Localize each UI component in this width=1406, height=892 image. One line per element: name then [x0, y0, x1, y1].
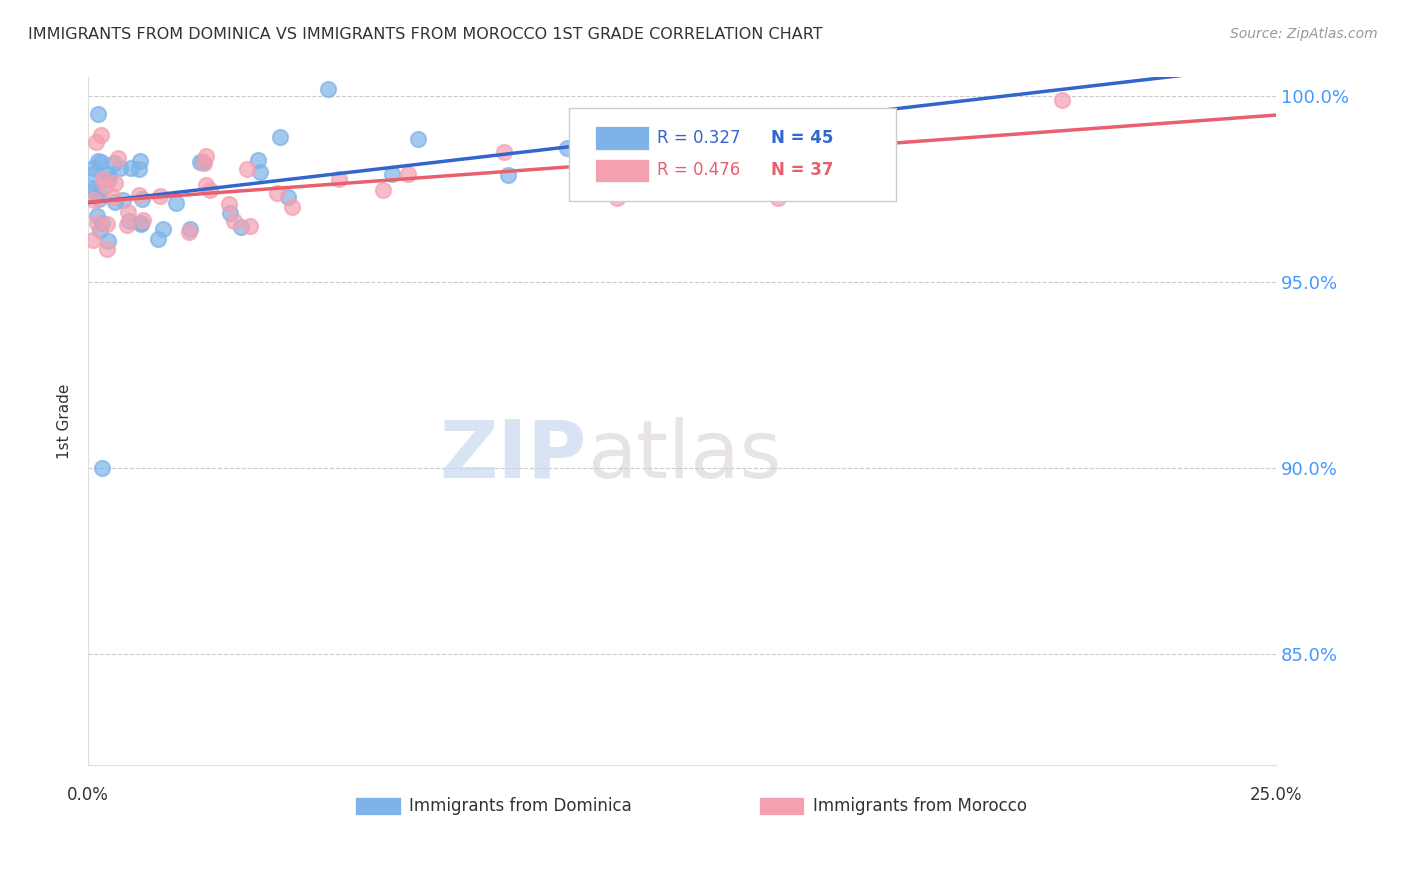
Point	[1050, 93, 1073, 107]
Point	[269, 130, 291, 145]
Point	[87, 154, 110, 169]
Text: R = 0.476: R = 0.476	[657, 161, 741, 179]
Point	[328, 172, 350, 186]
Point	[82, 184, 104, 198]
Point	[91, 172, 114, 186]
Point	[193, 155, 215, 169]
Text: ZIP: ZIP	[440, 417, 588, 495]
Point	[110, 161, 132, 176]
Point	[111, 193, 134, 207]
Point	[82, 161, 104, 176]
Point	[149, 189, 172, 203]
Point	[97, 234, 120, 248]
Bar	[356, 797, 401, 814]
Point	[118, 214, 141, 228]
Point	[266, 186, 288, 200]
Point	[89, 186, 111, 200]
Point	[87, 107, 110, 121]
Point	[115, 218, 138, 232]
Point	[371, 183, 394, 197]
Point	[97, 171, 120, 186]
Bar	[595, 159, 648, 182]
Point	[129, 216, 152, 230]
Point	[766, 191, 789, 205]
Text: R = 0.327: R = 0.327	[657, 129, 741, 147]
Point	[104, 176, 127, 190]
FancyBboxPatch shape	[569, 109, 896, 202]
Text: 25.0%: 25.0%	[1250, 786, 1302, 804]
Text: IMMIGRANTS FROM DOMINICA VS IMMIGRANTS FROM MOROCCO 1ST GRADE CORRELATION CHART: IMMIGRANTS FROM DOMINICA VS IMMIGRANTS F…	[28, 27, 823, 42]
Point	[103, 156, 125, 170]
Point	[198, 182, 221, 196]
Point	[246, 153, 269, 167]
Point	[128, 161, 150, 176]
Point	[381, 167, 404, 181]
Point	[131, 217, 153, 231]
Y-axis label: 1st Grade: 1st Grade	[58, 384, 72, 458]
Point	[104, 195, 127, 210]
Text: 0.0%: 0.0%	[67, 786, 110, 804]
Point	[90, 216, 112, 230]
Point	[218, 197, 240, 211]
Point	[83, 193, 105, 207]
Point	[231, 220, 253, 235]
Point	[128, 187, 150, 202]
Point	[249, 165, 271, 179]
Point	[148, 232, 170, 246]
Point	[396, 167, 419, 181]
Point	[191, 155, 214, 169]
Point	[96, 218, 118, 232]
Point	[606, 191, 628, 205]
Point	[179, 222, 201, 236]
Point	[97, 167, 120, 181]
Point	[94, 179, 117, 194]
Point	[555, 141, 578, 155]
Point	[87, 192, 110, 206]
Point	[238, 219, 260, 233]
Text: atlas: atlas	[588, 417, 782, 495]
Text: Immigrants from Morocco: Immigrants from Morocco	[813, 797, 1026, 814]
Point	[131, 193, 153, 207]
Point	[188, 154, 211, 169]
Point	[107, 151, 129, 165]
Point	[492, 145, 515, 160]
Point	[82, 181, 104, 195]
Point	[194, 149, 217, 163]
Point	[117, 205, 139, 219]
Point	[96, 242, 118, 256]
Point	[91, 460, 114, 475]
Point	[152, 222, 174, 236]
Bar	[759, 797, 804, 814]
Text: N = 37: N = 37	[770, 161, 834, 179]
Point	[224, 214, 246, 228]
Text: Source: ZipAtlas.com: Source: ZipAtlas.com	[1230, 27, 1378, 41]
Point	[101, 190, 124, 204]
Point	[90, 128, 112, 142]
Point	[813, 128, 835, 143]
Point	[772, 115, 794, 129]
Point	[82, 167, 104, 181]
Point	[120, 161, 142, 175]
Point	[86, 209, 108, 223]
Bar	[595, 127, 648, 150]
Point	[177, 225, 200, 239]
Point	[90, 154, 112, 169]
Text: N = 45: N = 45	[770, 129, 834, 147]
Point	[194, 178, 217, 192]
Point	[498, 168, 520, 182]
Point	[236, 162, 259, 177]
Point	[129, 153, 152, 168]
Point	[218, 206, 240, 220]
Point	[82, 233, 104, 247]
Text: Immigrants from Dominica: Immigrants from Dominica	[409, 797, 631, 814]
Point	[165, 195, 187, 210]
Point	[89, 223, 111, 237]
Point	[316, 81, 339, 95]
Point	[86, 216, 108, 230]
Point	[281, 200, 304, 214]
Point	[132, 213, 155, 227]
Point	[86, 136, 108, 150]
Point	[277, 190, 299, 204]
Point	[408, 132, 430, 146]
